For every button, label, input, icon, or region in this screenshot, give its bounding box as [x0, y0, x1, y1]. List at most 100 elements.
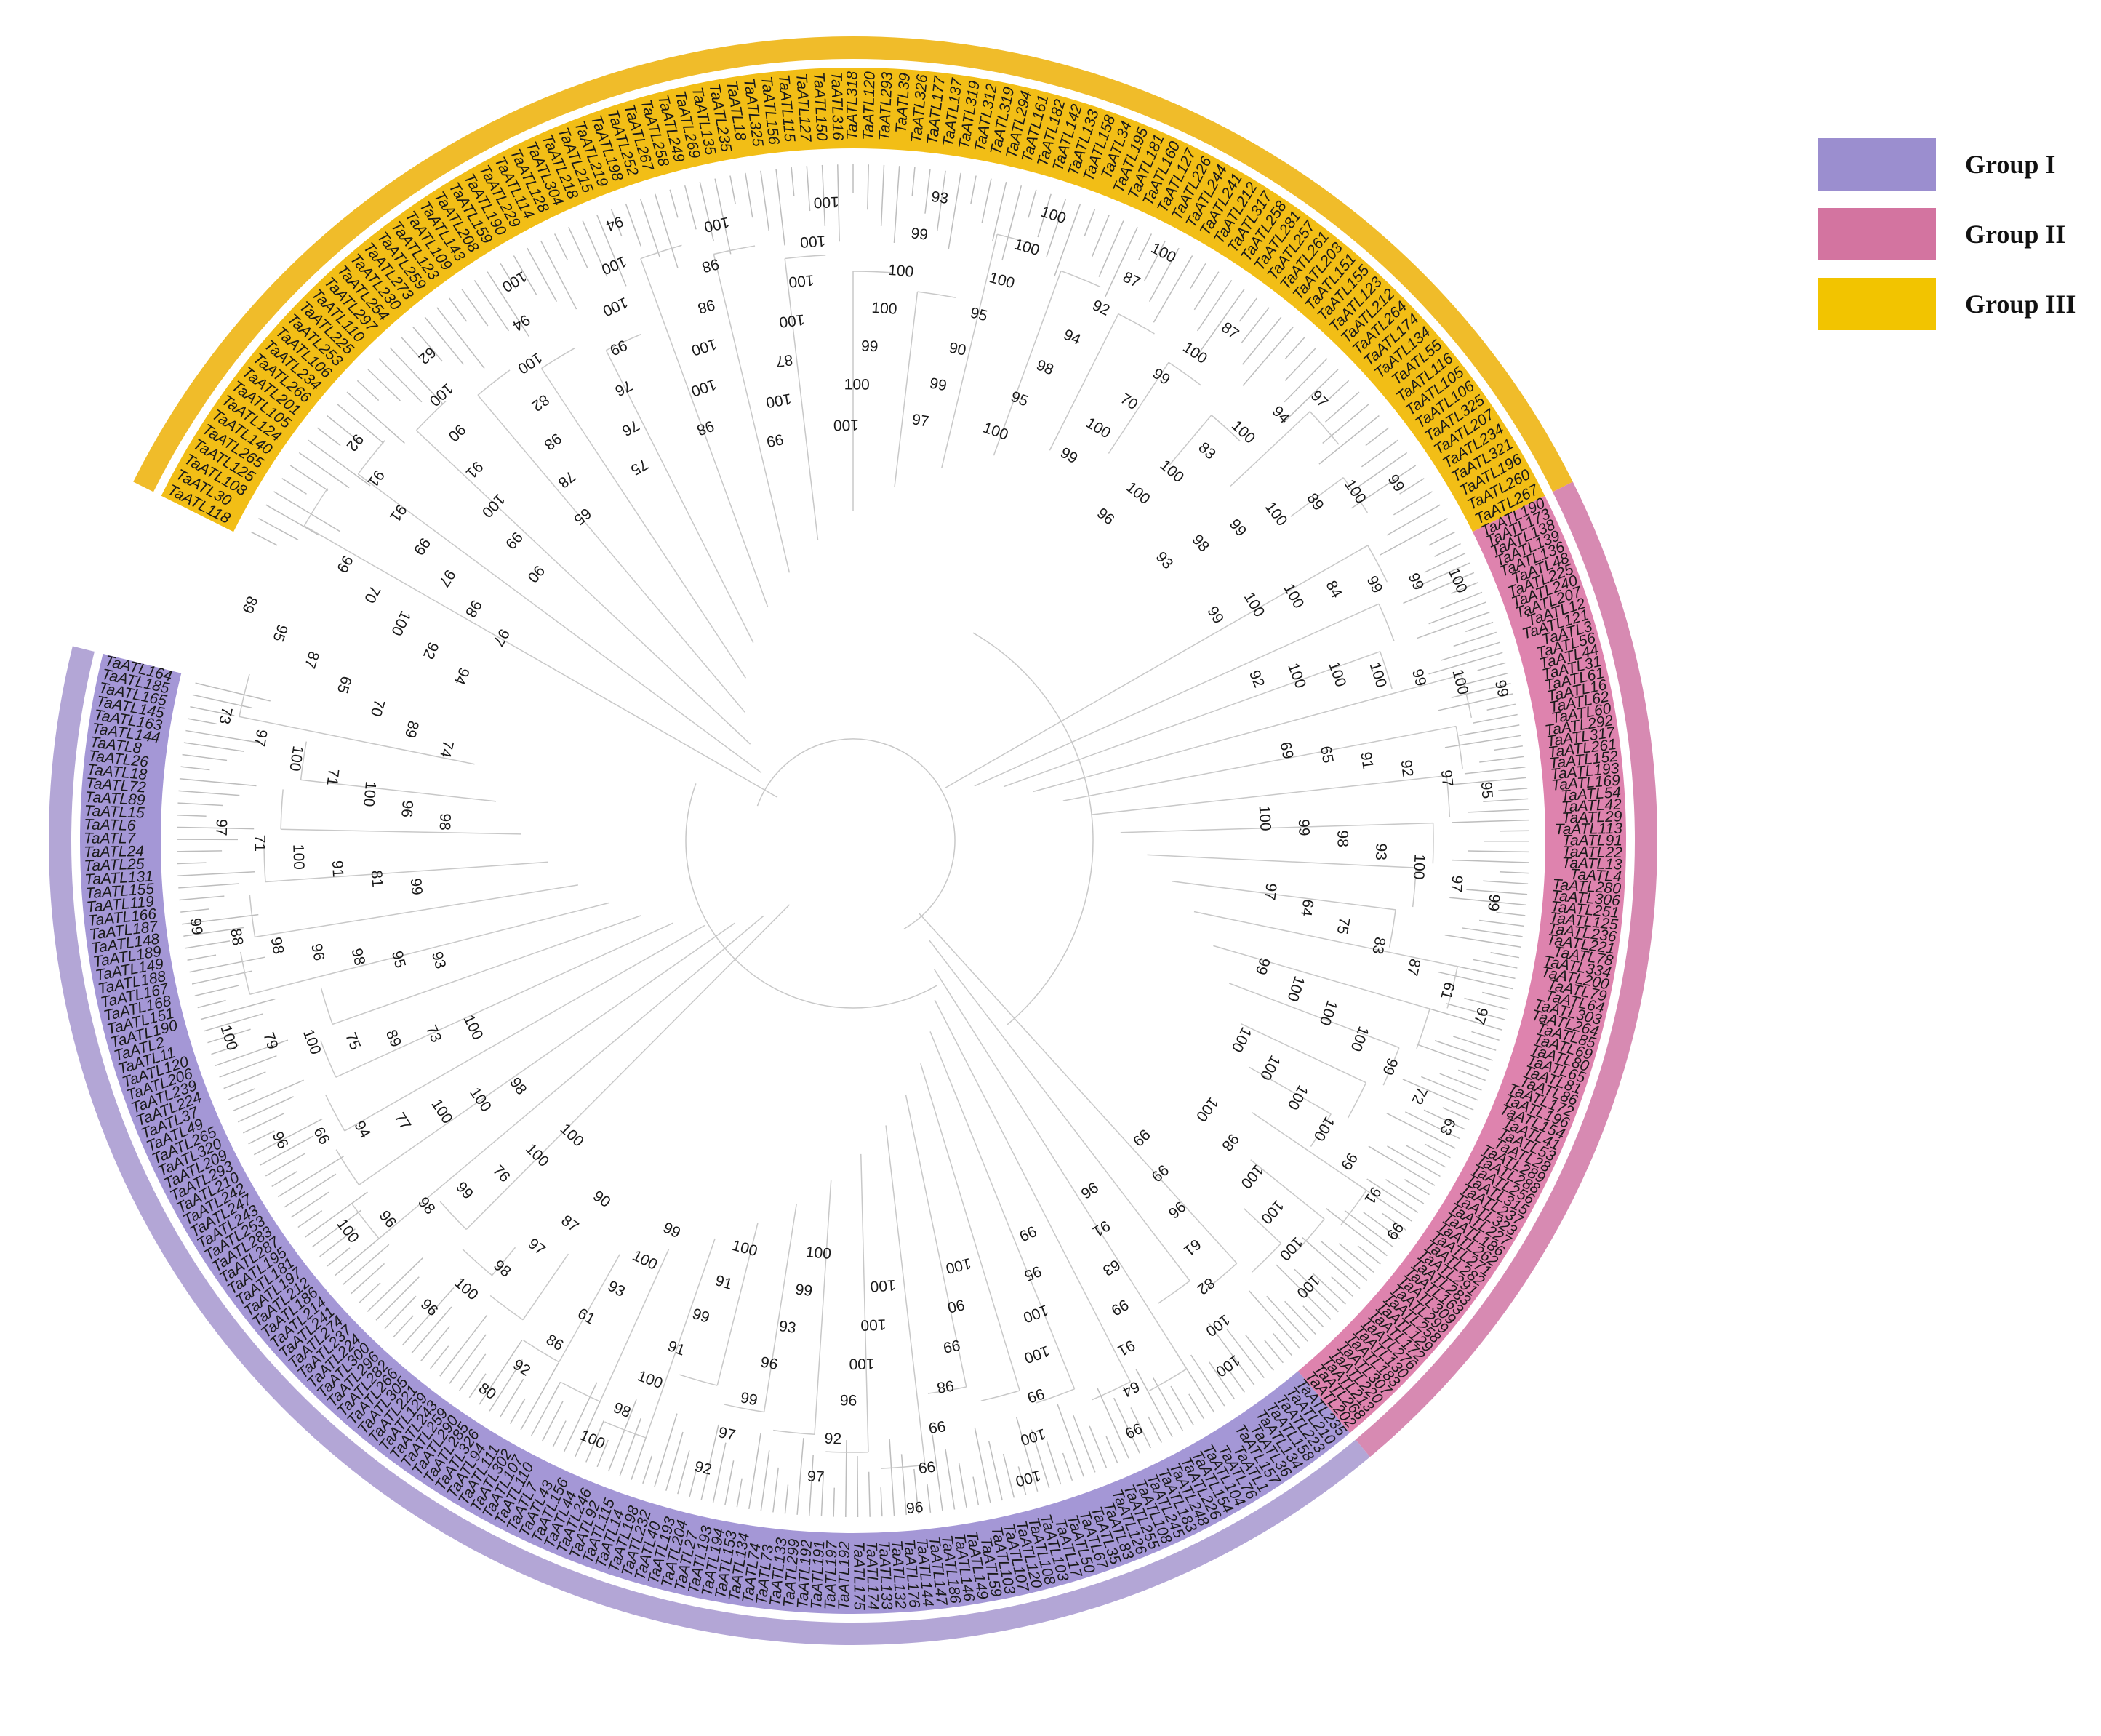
tip-branch	[772, 1467, 779, 1513]
tip-label: TaATL25	[84, 856, 145, 875]
tip-label: TaATL4	[1569, 866, 1622, 885]
bootstrap-label: 100	[689, 376, 718, 400]
tip-branch	[1424, 553, 1466, 573]
internal-arc	[917, 291, 956, 298]
tip-branch	[1496, 911, 1526, 916]
tip-branch	[1451, 582, 1478, 594]
tip-label: TaATL91	[1562, 832, 1622, 849]
tip-branch	[459, 1353, 487, 1391]
tip-branch	[1393, 491, 1433, 516]
bootstrap-label: 91	[713, 1272, 735, 1293]
bootstrap-label: 97	[1448, 875, 1466, 893]
bootstrap-label: 90	[948, 339, 968, 359]
internal-branch	[1169, 415, 1212, 466]
internal-branch	[929, 1031, 1076, 1390]
internal-branch	[1062, 725, 1457, 801]
bootstrap-label: 100	[460, 1012, 487, 1043]
internal-arc	[462, 1249, 493, 1276]
internal-branch	[894, 292, 919, 487]
bootstrap-label: 100	[1310, 1113, 1338, 1144]
tip-branch	[188, 718, 217, 725]
tip-branch	[1002, 1453, 1015, 1498]
tip-branch	[233, 1079, 304, 1112]
tip-branch	[654, 1413, 678, 1488]
bootstrap-label: 100	[1039, 204, 1068, 228]
bootstrap-label: 99	[607, 336, 630, 359]
tip-label: TaATL318	[844, 71, 861, 140]
bootstrap-label: 99	[918, 1457, 937, 1476]
tip-branch	[350, 1263, 385, 1295]
tip-branch	[487, 271, 530, 337]
bootstrap-label: 92	[824, 1431, 841, 1448]
internal-branch	[713, 254, 791, 573]
bootstrap-label: 99	[1492, 679, 1512, 699]
bootstrap-label: 76	[612, 377, 635, 399]
bootstrap-label: 64	[1119, 1377, 1142, 1400]
tip-branch	[948, 172, 961, 249]
tip-branch	[540, 240, 577, 310]
tip-branch	[585, 1420, 604, 1463]
bootstrap-label: 99	[1364, 573, 1386, 596]
bootstrap-label: 65	[1317, 745, 1337, 764]
internal-branch	[477, 394, 745, 713]
bootstrap-label: 61	[1437, 980, 1457, 1001]
tip-branch	[187, 954, 217, 961]
tip-branch	[1351, 465, 1417, 509]
tip-branch	[461, 289, 489, 327]
internal-arc	[1455, 726, 1463, 769]
bootstrap-label: 100	[778, 311, 805, 330]
bootstrap-label: 100	[805, 1244, 832, 1263]
tip-branch	[1494, 745, 1523, 751]
group-band-1	[79, 653, 1350, 1614]
internal-branch	[522, 1253, 569, 1321]
tip-branch	[1190, 263, 1206, 289]
internal-branch	[1250, 1159, 1325, 1220]
tip-branch	[479, 1340, 523, 1405]
tip-label: TaATL113	[1555, 820, 1623, 838]
internal-arc	[1347, 1082, 1367, 1119]
bootstrap-label: 100	[887, 262, 914, 281]
bootstrap-label: 99	[765, 431, 785, 450]
bootstrap-label: 98	[462, 597, 485, 620]
tip-branch	[1452, 859, 1529, 863]
bootstrap-label: 96	[398, 800, 416, 818]
internal-branch	[905, 1095, 967, 1388]
bootstrap-label: 76	[489, 1162, 513, 1186]
internal-branch	[645, 1238, 716, 1439]
bootstrap-label: 100	[1449, 668, 1471, 697]
internal-branch	[934, 999, 1132, 1383]
bootstrap-label: 73	[215, 705, 235, 725]
bootstrap-label: 61	[575, 1305, 598, 1327]
bootstrap-label: 100	[1148, 239, 1179, 266]
bootstrap-label: 100	[515, 349, 545, 377]
tip-branch	[327, 415, 363, 445]
bootstrap-label: 61	[1180, 1236, 1204, 1260]
root-arc	[685, 783, 937, 1009]
tip-branch	[736, 1478, 743, 1508]
bootstrap-label: 100	[1022, 1342, 1052, 1366]
tip-branch	[273, 491, 340, 532]
bootstrap-label: 98	[541, 430, 564, 453]
bootstrap-label: 99	[452, 1179, 476, 1203]
bootstrap-label: 84	[1322, 578, 1345, 601]
internal-branch	[716, 1223, 759, 1386]
tip-branch	[1208, 1322, 1255, 1385]
tip-branch	[178, 883, 240, 889]
internal-arc	[1382, 1047, 1400, 1086]
legend-label-group-3: Group III	[1965, 289, 2076, 319]
bootstrap-label: 100	[799, 232, 826, 250]
bootstrap-label: 100	[1083, 415, 1113, 442]
tip-branch	[1037, 193, 1052, 238]
internal-arc	[541, 347, 576, 369]
tip-branch	[700, 1424, 719, 1500]
tip-branch	[500, 263, 516, 289]
tip-label: TaATL29	[1561, 808, 1622, 827]
internal-branch	[1241, 1023, 1366, 1084]
tip-branch	[185, 940, 231, 949]
tip-branch	[880, 164, 885, 226]
tip-branch	[1356, 452, 1408, 489]
internal-arc	[1446, 775, 1451, 817]
tip-branch	[430, 1345, 449, 1369]
tip-branch	[1366, 1178, 1419, 1213]
root-arc	[972, 632, 1094, 1025]
